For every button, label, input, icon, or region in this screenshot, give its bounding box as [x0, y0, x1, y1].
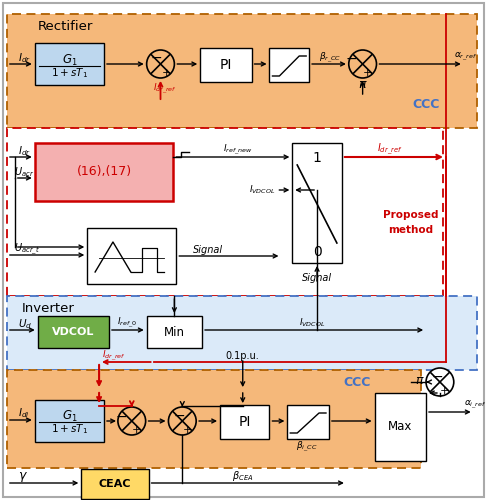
Bar	[200, 48, 252, 82]
Bar	[7, 14, 477, 128]
Text: VDCOL: VDCOL	[52, 327, 94, 337]
Circle shape	[426, 368, 454, 396]
Text: method: method	[388, 225, 434, 235]
Text: −: −	[431, 370, 443, 384]
Text: $U_d$: $U_d$	[18, 317, 32, 331]
Circle shape	[168, 407, 196, 435]
Text: $\beta_{r\_CC}$: $\beta_{r\_CC}$	[319, 51, 341, 65]
Text: 1: 1	[313, 151, 322, 165]
Text: Inverter: Inverter	[22, 302, 75, 314]
Text: CCC: CCC	[343, 376, 370, 388]
Text: −: −	[115, 410, 127, 424]
Text: $I_{di}$: $I_{di}$	[18, 406, 29, 420]
Circle shape	[147, 50, 174, 78]
Text: $I_{ref\_new}$: $I_{ref\_new}$	[223, 143, 252, 157]
Text: Max: Max	[388, 420, 412, 434]
Bar	[35, 143, 173, 201]
Bar	[35, 400, 104, 442]
Bar	[7, 296, 477, 370]
Text: $G_1$: $G_1$	[61, 408, 77, 424]
Text: $I_{dr\_ref}$: $I_{dr\_ref}$	[377, 142, 402, 156]
Text: Signal: Signal	[193, 245, 223, 255]
Bar	[81, 469, 149, 499]
Text: +: +	[363, 68, 372, 78]
Bar	[7, 128, 443, 296]
Text: $U_{acr}$: $U_{acr}$	[14, 165, 34, 179]
Text: 0.1p.u.: 0.1p.u.	[226, 351, 260, 361]
Text: $U_{acr\_t}$: $U_{acr\_t}$	[14, 242, 40, 256]
Text: (16),(17): (16),(17)	[77, 166, 132, 178]
Text: $I_{dr\_ref}$: $I_{dr\_ref}$	[153, 82, 176, 96]
Bar	[7, 370, 421, 468]
Text: −: −	[346, 52, 357, 66]
Text: $I_{dr}$: $I_{dr}$	[18, 144, 31, 158]
Bar	[38, 316, 109, 348]
Text: $\beta_{CEA}$: $\beta_{CEA}$	[232, 469, 253, 483]
Text: $\pi$: $\pi$	[415, 374, 425, 386]
Bar	[270, 48, 309, 82]
Text: $1+sT_1$: $1+sT_1$	[51, 422, 88, 436]
Text: $\alpha_{r\_ref}$: $\alpha_{r\_ref}$	[454, 51, 477, 63]
Text: CCC: CCC	[412, 98, 440, 112]
Bar	[220, 405, 270, 439]
Bar	[35, 43, 104, 85]
Text: +: +	[440, 386, 450, 396]
Text: Rectifier: Rectifier	[38, 20, 93, 32]
Text: −: −	[151, 51, 163, 65]
Text: +: +	[183, 425, 192, 435]
Text: PI: PI	[239, 415, 251, 429]
Text: $\beta_{i\_CC}$: $\beta_{i\_CC}$	[297, 440, 318, 454]
Text: $I_{VDCOL}$: $I_{VDCOL}$	[299, 317, 325, 329]
Text: CEAC: CEAC	[99, 479, 131, 489]
Text: Signal: Signal	[302, 273, 332, 283]
Text: $I_{VDCOL}$: $I_{VDCOL}$	[249, 184, 275, 196]
Text: $\pi$: $\pi$	[358, 78, 367, 90]
Bar	[147, 316, 202, 348]
Text: $I_{dr}$: $I_{dr}$	[18, 51, 31, 65]
Text: +: +	[132, 425, 141, 435]
Circle shape	[349, 50, 377, 78]
Text: $I_{dr\_ref}$: $I_{dr\_ref}$	[102, 349, 126, 363]
Text: PI: PI	[219, 58, 232, 72]
Text: 0: 0	[313, 245, 322, 259]
Text: −: −	[173, 409, 185, 423]
Text: +: +	[162, 68, 171, 78]
Text: Proposed: Proposed	[383, 210, 439, 220]
Text: Min: Min	[164, 326, 185, 338]
Bar	[292, 143, 342, 263]
Text: $\gamma$: $\gamma$	[18, 470, 28, 484]
Text: $1+sT_1$: $1+sT_1$	[51, 66, 88, 80]
Bar	[375, 393, 426, 461]
Text: $I_{ref\_0}$: $I_{ref\_0}$	[117, 316, 137, 330]
Text: $G_1$: $G_1$	[61, 52, 77, 68]
Circle shape	[118, 407, 146, 435]
Bar	[287, 405, 329, 439]
Text: $\alpha_{i\_ref}$: $\alpha_{i\_ref}$	[464, 399, 486, 411]
Bar	[87, 228, 176, 284]
